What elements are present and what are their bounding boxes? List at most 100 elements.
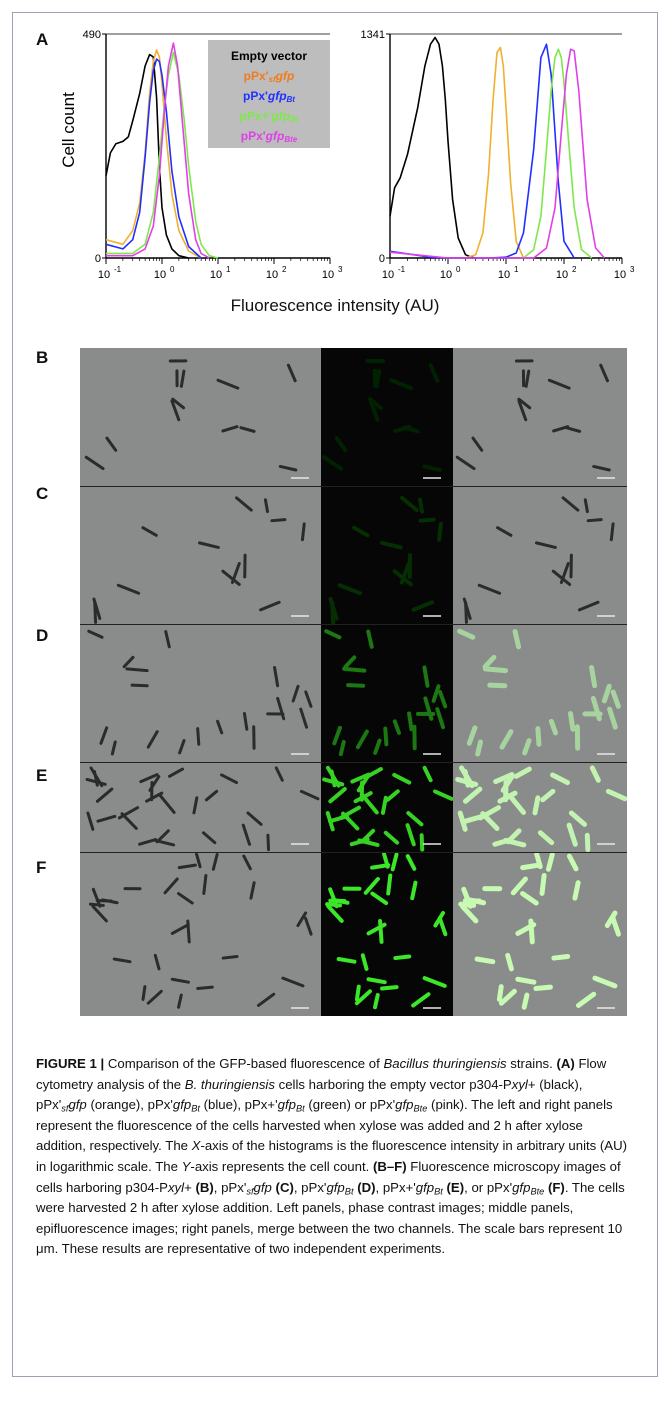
legend-entry: pPx'gfpBte [241,129,298,144]
caption-text: strains. [506,1056,557,1071]
legend-entry: pPx'gfpBt [243,89,295,104]
legend-entry: Empty vector [231,49,307,63]
x-tick-exponent: 0 [456,265,461,274]
row-divider [80,762,627,763]
caption-ref: (A) [556,1056,575,1071]
caption-gene: Bt [295,1103,305,1114]
x-tick-exponent: 1 [226,265,231,274]
caption-text: , or pPx' [464,1179,513,1195]
series-line [106,42,210,259]
caption-gene: gfp [277,1097,296,1113]
phase-contrast-image [80,624,321,762]
caption-text: cells harboring the empty vector p304-P [274,1076,512,1092]
caption-gene: Bt [191,1103,200,1114]
caption-text: (pink). The left and right panels repres… [36,1097,613,1154]
y-tick-label: 0 [95,253,101,265]
x-tick-exponent: -1 [398,265,406,274]
legend-background [208,40,330,148]
x-tick-exponent: 2 [572,265,577,274]
x-tick-exponent: 3 [338,265,343,274]
x-tick-label: 10 [210,269,222,281]
caption-gene: gfp [172,1097,192,1113]
merged-image [453,624,627,762]
caption-species: Bacillus thuringiensis [383,1056,507,1071]
panel-label-c: C [36,484,49,503]
caption-gene: sf [246,1185,254,1196]
caption-gene: sf [61,1103,69,1114]
epifluorescence-image [321,486,453,624]
caption-gene: Bt [434,1185,443,1196]
caption-text: , pPx' [213,1179,247,1195]
x-tick-label: 10 [154,269,166,281]
legend: Empty vector pPx'sfgfp pPx'gfpBt pPx+'gfpBt… [208,40,330,148]
series-line [106,51,219,259]
x-tick-label: 10 [382,269,394,281]
series-line [389,48,606,259]
microscopy-grid [80,348,627,1016]
x-tick-label: 10 [556,269,568,281]
figure-caption: FIGURE 1 | Comparison of the GFP-based f… [36,1054,636,1260]
row-divider [80,624,627,625]
y-axis-label: Cell count [59,92,78,168]
x-axis-label: Fluorescence intensity (AU) [230,296,440,315]
epifluorescence-image [321,852,453,1016]
caption-ref: (E) [446,1179,465,1195]
caption-ref: (C) [275,1179,294,1195]
caption-title: FIGURE 1 | [36,1056,105,1071]
caption-text: , pPx' [293,1179,327,1195]
caption-gene: gfp [395,1097,414,1113]
caption-ref: (F) [547,1179,565,1195]
caption-text: (blue), pPx+' [199,1097,278,1113]
x-tick-exponent: 1 [514,265,519,274]
series-line [389,36,476,259]
merged-image [453,486,627,624]
caption-text: Fluorescence microscopy images of cells … [36,1158,621,1195]
x-tick-label: 10 [498,269,510,281]
merged-image [453,762,627,852]
caption-text: -axis of the histograms is the fluoresce… [36,1138,628,1174]
caption-species: B. thuringiensis [184,1076,275,1092]
y-tick-label: 0 [379,253,385,265]
series-line [105,58,202,259]
row-divider [80,852,627,853]
panel-label-e: E [36,766,48,785]
epifluorescence-image [321,762,453,852]
x-tick-label: 10 [614,269,626,281]
caption-gene: gfp [415,1179,435,1195]
row-divider [80,486,627,487]
series-line [105,53,189,259]
x-tick-exponent: -1 [114,265,122,274]
panel-label-f: F [36,858,47,877]
merged-image [453,348,627,486]
phase-contrast-image [80,852,321,1016]
histogram-right: 0 1341 10 -1 10 0 10 1 10 2 10 3 [361,29,635,281]
legend-entry: pPx'sfgfp [244,69,295,84]
figure-frame [12,12,658,1377]
series-line [465,46,525,259]
panel-label-b: B [36,348,49,367]
panel-label-d: D [36,626,49,645]
caption-gene: gfp [253,1179,272,1195]
caption-text: X [191,1138,201,1154]
caption-gene: gfp [326,1179,345,1195]
x-tick-exponent: 2 [282,265,287,274]
series-line [522,48,593,259]
caption-text: (green) or pPx' [304,1097,396,1113]
caption-gene: gfp [512,1179,531,1195]
caption-ref: (D) [357,1179,376,1195]
x-tick-label: 10 [266,269,278,281]
y-tick-label: 1341 [361,29,385,41]
caption-gene: Bt [344,1185,354,1196]
x-tick-label: 10 [98,269,110,281]
caption-text: + (black), pPx' [36,1076,583,1113]
phase-contrast-image [80,486,321,624]
merged-image [453,852,627,1016]
series-line [105,49,202,259]
caption-gene: xyl [167,1179,185,1195]
caption-ref: (B–F) [372,1158,407,1174]
caption-gene: xyl [511,1076,528,1092]
caption-gene: gfp [68,1097,87,1113]
caption-text: (orange), pPx' [86,1097,173,1113]
x-tick-exponent: 0 [170,265,175,274]
